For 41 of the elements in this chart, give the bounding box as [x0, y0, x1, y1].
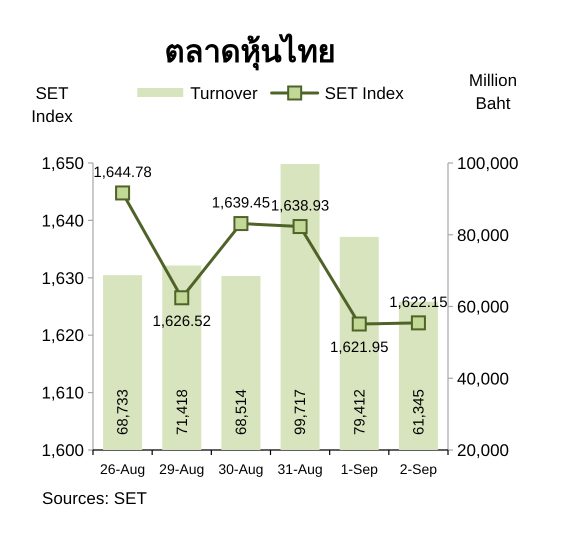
y-tick-label: 1,640 — [41, 211, 84, 230]
x-tick-label: 31-Aug — [278, 461, 323, 477]
data-label: 1,626.52 — [152, 312, 211, 330]
data-label: 1,639.45 — [212, 194, 270, 212]
y2-axis-title: Million Baht — [468, 71, 518, 113]
y2-tick-label: 100,000 — [457, 154, 518, 173]
y-tick-label: 1,620 — [41, 326, 84, 346]
y2-tick-label: 60,000 — [457, 298, 509, 316]
y2-tick-label: 80,000 — [457, 226, 509, 245]
x-tick-label: 2-Sep — [400, 461, 438, 477]
y-axis-title: SET Index — [31, 84, 74, 126]
legend-label: Turnover — [190, 84, 258, 103]
data-label: 1,621.95 — [330, 339, 388, 356]
y-tick-label: 1,630 — [41, 268, 84, 288]
data-label: 1,644.78 — [93, 164, 152, 181]
x-tick-label: 26-Aug — [100, 461, 146, 477]
point — [292, 219, 308, 234]
y-tick-label: 1,600 — [41, 441, 84, 460]
source-note: Sources: SET — [42, 489, 147, 508]
data-label: 68,514 — [232, 389, 250, 435]
point — [233, 216, 248, 232]
data-label: 1,638.93 — [270, 198, 330, 215]
data-label: 1,622.15 — [389, 294, 448, 311]
legend-label: SET Index — [324, 84, 404, 103]
data-label: 71,418 — [174, 389, 191, 435]
data-label: 68,733 — [114, 389, 132, 435]
data-label: 99,717 — [292, 389, 310, 435]
point — [174, 290, 190, 306]
point — [115, 185, 130, 200]
data-label: 61,345 — [410, 389, 428, 435]
x-tick-label: 29-Aug — [159, 461, 204, 477]
x-tick-label: 30-Aug — [218, 461, 264, 477]
x-tick-label: 1-Sep — [340, 461, 378, 477]
point — [352, 316, 367, 332]
y2-tick-label: 40,000 — [457, 369, 509, 388]
chart-title: ตลาดหุ้นไทย — [164, 33, 336, 71]
y2-tick-label: 20,000 — [457, 441, 509, 460]
point — [410, 315, 426, 330]
y-tick-label: 1,610 — [41, 384, 84, 403]
data-label: 79,412 — [351, 389, 368, 435]
y-tick-label: 1,650 — [41, 154, 84, 173]
